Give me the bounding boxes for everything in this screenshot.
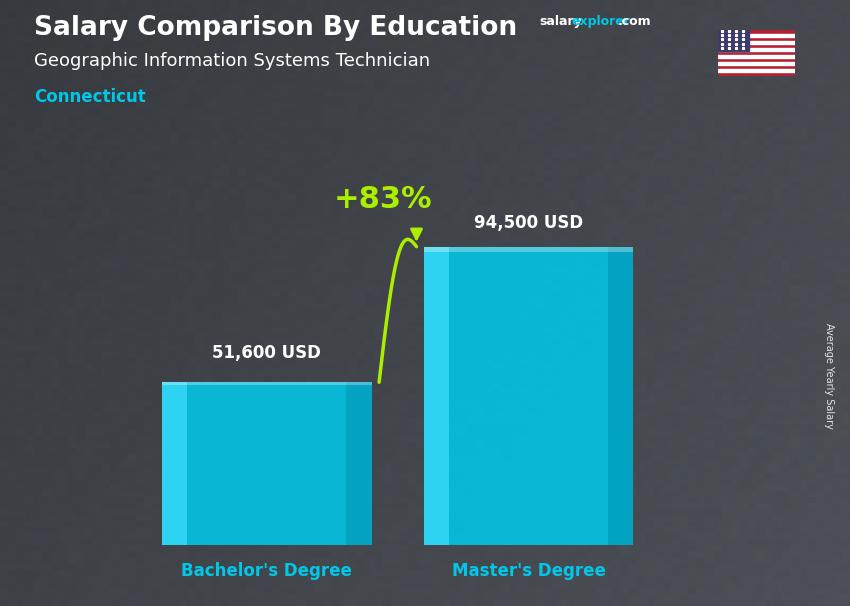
FancyBboxPatch shape xyxy=(162,382,371,385)
Bar xyxy=(718,34,795,38)
Bar xyxy=(718,41,795,44)
Bar xyxy=(718,30,749,52)
FancyBboxPatch shape xyxy=(609,247,633,545)
Text: Average Yearly Salary: Average Yearly Salary xyxy=(824,323,834,428)
FancyBboxPatch shape xyxy=(424,247,633,252)
Text: 51,600 USD: 51,600 USD xyxy=(212,344,321,362)
Bar xyxy=(718,68,795,72)
Bar xyxy=(718,48,795,52)
Text: Salary Comparison By Education: Salary Comparison By Education xyxy=(34,15,517,41)
Bar xyxy=(718,62,795,65)
Text: Connecticut: Connecticut xyxy=(34,88,145,106)
FancyBboxPatch shape xyxy=(162,382,371,545)
FancyBboxPatch shape xyxy=(424,247,633,545)
Text: +83%: +83% xyxy=(333,185,432,214)
FancyBboxPatch shape xyxy=(424,247,449,545)
Text: salary: salary xyxy=(540,15,582,28)
Text: explorer: explorer xyxy=(571,15,630,28)
Text: .com: .com xyxy=(618,15,652,28)
Text: Geographic Information Systems Technician: Geographic Information Systems Technicia… xyxy=(34,52,430,70)
FancyBboxPatch shape xyxy=(347,382,371,545)
FancyBboxPatch shape xyxy=(162,382,187,545)
Text: 94,500 USD: 94,500 USD xyxy=(474,214,583,232)
Bar xyxy=(718,55,795,58)
